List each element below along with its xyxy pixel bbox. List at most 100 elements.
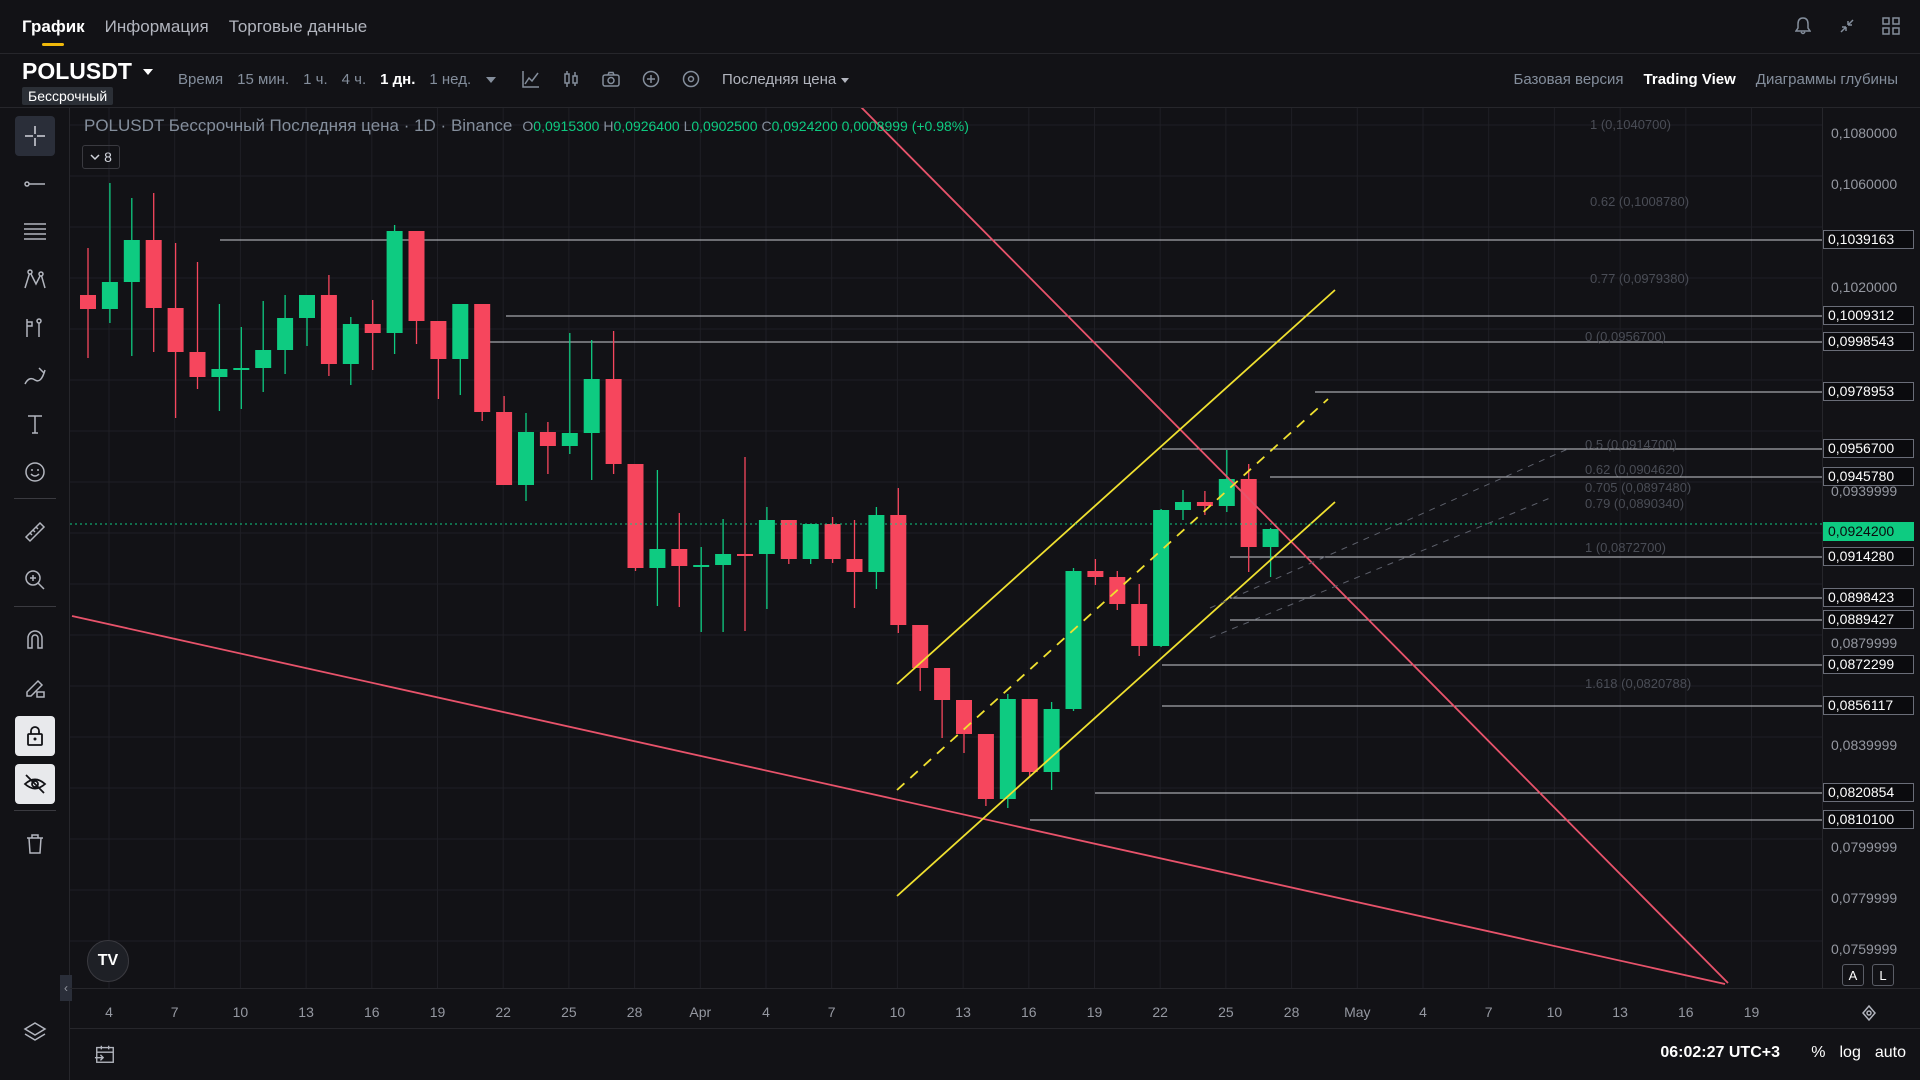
timeframe-label: Время [178, 71, 224, 88]
hide-drawings-icon[interactable] [15, 764, 55, 804]
symbol-selector[interactable]: POLUSDT [22, 58, 154, 85]
grid-layout-icon[interactable] [1880, 15, 1902, 37]
utc-clock[interactable]: 06:02:27 UTC+3 [1660, 1044, 1780, 1061]
level-price-box: 0,0889427 [1823, 610, 1914, 629]
candle-bullish [342, 324, 359, 364]
close-key: C [761, 118, 772, 134]
price-axis-label: 0,0839999 [1831, 737, 1898, 753]
lock-drawing-icon[interactable] [15, 668, 55, 708]
time-axis-label: 19 [429, 1004, 446, 1020]
candle-bullish [583, 379, 600, 433]
view-depth-chart[interactable]: Диаграммы глубины [1755, 71, 1898, 88]
timeframe-1h[interactable]: 1 ч. [303, 71, 328, 88]
indicators-icon[interactable] [560, 68, 582, 90]
time-axis[interactable] [70, 988, 1920, 1028]
candle-bearish [605, 379, 622, 464]
percent-mode[interactable]: % [1811, 1044, 1826, 1061]
collapse-icon[interactable] [1836, 15, 1858, 37]
brush-icon[interactable] [15, 356, 55, 396]
timeframe-1d[interactable]: 1 дн. [380, 71, 416, 88]
fib-retracement-icon[interactable] [15, 212, 55, 252]
channel-upper-line [896, 289, 1336, 685]
tab-chart[interactable]: График [22, 0, 85, 54]
fib-level-label: 0.62 (0,1008780) [1590, 194, 1689, 209]
price-axis[interactable] [1822, 108, 1920, 988]
toolbar-divider [14, 810, 56, 811]
toolbar-divider [14, 606, 56, 607]
price-axis-label: 0,0939999 [1831, 483, 1898, 499]
symbol-name: POLUSDT [22, 58, 132, 84]
log-mode[interactable]: log [1839, 1044, 1861, 1061]
fib-level-label: 0.705 (0,0897480) [1585, 480, 1691, 495]
level-price-box: 0,0914280 [1823, 547, 1914, 566]
candle-bullish [299, 295, 315, 318]
legend-title: POLUSDT Бессрочный Последняя цена · 1D ·… [84, 116, 513, 135]
trash-icon[interactable] [15, 824, 55, 864]
candle-bearish [627, 464, 644, 568]
settings-icon[interactable] [680, 68, 702, 90]
ruler-icon[interactable] [15, 512, 55, 552]
zoom-in-icon[interactable] [15, 560, 55, 600]
magnet-icon[interactable] [15, 620, 55, 660]
candle-bearish [189, 352, 206, 377]
price-axis-label: 0,1020000 [1831, 279, 1898, 295]
legend-ohlc: O0,0915300 H0,0926400 L0,0902500 C0,0924… [522, 118, 969, 134]
projection-line [1209, 497, 1551, 639]
level-price-box: 0,0956700 [1823, 439, 1914, 458]
candle-bearish [737, 554, 753, 556]
level-price-box: 0,0810100 [1823, 810, 1914, 829]
price-axis-label: 0,0879999 [1831, 635, 1898, 651]
date-range-icon[interactable] [94, 1043, 116, 1065]
add-circle-icon[interactable] [640, 68, 662, 90]
candle-bearish [80, 295, 96, 309]
candle-bearish [912, 625, 929, 668]
timeframe-15m[interactable]: 15 мин. [237, 71, 290, 88]
time-axis-label: 25 [1218, 1004, 1234, 1020]
timeframe-dropdown-icon[interactable] [485, 76, 497, 84]
chart-legend: POLUSDT Бессрочный Последняя цена · 1D ·… [84, 116, 969, 136]
bell-icon[interactable] [1792, 15, 1814, 37]
price-source-select[interactable]: Последняя цена [722, 71, 850, 88]
projection-line [1209, 447, 1571, 609]
tab-trading-data[interactable]: Торговые данные [228, 16, 368, 36]
layers-icon[interactable] [15, 1012, 55, 1052]
crosshair-icon[interactable] [15, 116, 55, 156]
chart-canvas[interactable]: 1 (0,1040700) 0.62 (0,1008780) 0.77 (0,097… [70, 105, 1822, 988]
timeframe-1w[interactable]: 1 нед. [429, 71, 472, 88]
time-axis-settings-icon[interactable] [1858, 1002, 1880, 1024]
text-icon[interactable] [15, 404, 55, 444]
emoji-icon[interactable] [15, 452, 55, 492]
view-trading-view[interactable]: Trading View [1643, 71, 1736, 88]
tab-info[interactable]: Информация [104, 16, 209, 36]
indicators-toggle[interactable]: 8 [82, 145, 120, 169]
close-value: 0,0924200 [771, 118, 838, 134]
timeframe-row: Время 15 мин. 1 ч. 4 ч. 1 дн. 1 нед. [178, 71, 497, 88]
lock-icon[interactable] [15, 716, 55, 756]
caret-down-icon [142, 68, 153, 75]
time-axis-label: 28 [626, 1004, 643, 1020]
trend-line-icon[interactable] [15, 164, 55, 204]
toolbar-divider [14, 498, 56, 499]
log-scale-button[interactable]: L [1872, 964, 1894, 986]
time-axis-label: 19 [1086, 1004, 1103, 1020]
forecast-icon[interactable] [15, 308, 55, 348]
candle-bearish [474, 304, 491, 412]
candle-bearish [934, 668, 951, 700]
fib-level-label: 1.618 (0,0820788) [1585, 676, 1691, 691]
timeframe-4h[interactable]: 4 ч. [341, 71, 367, 88]
high-key: H [603, 118, 614, 134]
view-switcher: Базовая версия Trading View Диаграммы гл… [1514, 71, 1898, 88]
candle-bearish [1240, 479, 1257, 547]
auto-scale-button[interactable]: A [1842, 964, 1864, 986]
collapse-toolbar-arrow[interactable]: ‹ [60, 975, 72, 1001]
chart-type-icon[interactable] [520, 68, 542, 90]
time-axis-label: 13 [1612, 1004, 1628, 1020]
pattern-icon[interactable] [15, 260, 55, 300]
auto-mode[interactable]: auto [1874, 1044, 1906, 1061]
candle-bearish [780, 520, 797, 559]
price-chart[interactable]: 1 (0,1040700) 0.62 (0,1008780) 0.77 (0,097… [70, 105, 1822, 988]
camera-icon[interactable] [600, 68, 622, 90]
time-axis-label: 4 [105, 1004, 113, 1020]
fib-level-label: 0.79 (0,0890340) [1585, 496, 1684, 511]
view-basic[interactable]: Базовая версия [1513, 71, 1624, 88]
